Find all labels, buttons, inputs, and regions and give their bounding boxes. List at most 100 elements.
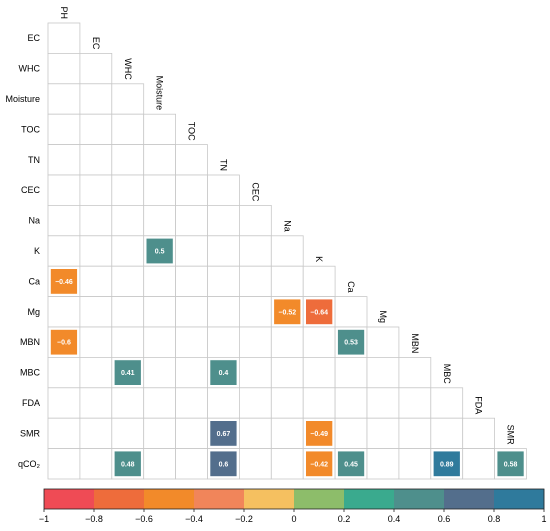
grid-cell xyxy=(143,113,176,145)
grid-cell xyxy=(398,387,432,419)
colorbar-tick-label: −0.2 xyxy=(235,514,253,524)
grid-cell xyxy=(143,204,176,237)
colorbar-tick-label: 0 xyxy=(291,514,296,524)
heatmap-cell xyxy=(114,359,142,386)
grid-cell xyxy=(175,265,208,298)
colorbar-bin xyxy=(394,489,445,509)
row-label-na: Na xyxy=(28,216,40,226)
grid-cell xyxy=(175,356,208,389)
grid-cell xyxy=(111,296,145,328)
grid-cell xyxy=(175,417,208,450)
grid-cell xyxy=(270,387,304,419)
grid-cell xyxy=(79,387,113,419)
grid-cell xyxy=(143,448,176,480)
grid-cell xyxy=(334,356,368,389)
column-label-fda: FDA xyxy=(474,396,484,414)
heatmap-cell xyxy=(305,450,333,477)
grid-cell xyxy=(398,417,432,450)
column-label-mg: Mg xyxy=(378,310,388,323)
grid-cell xyxy=(207,265,240,298)
grid-cell xyxy=(79,174,113,206)
grid-cell xyxy=(111,83,145,115)
heatmap-cell xyxy=(145,238,174,265)
column-label-k: K xyxy=(314,256,324,262)
grid-cell xyxy=(175,296,208,328)
heatmap-cell xyxy=(209,450,238,477)
cell-value-label: −0.64 xyxy=(310,309,328,316)
grid-cell xyxy=(366,448,400,480)
heatmap-cell xyxy=(114,450,142,477)
grid-cell xyxy=(462,417,496,450)
row-label-cec: CEC xyxy=(21,185,41,195)
colorbar-bin xyxy=(294,489,345,509)
grid-cell xyxy=(398,356,432,389)
heatmap-cell xyxy=(273,298,301,325)
cell-value-label: 0.45 xyxy=(344,461,358,468)
heatmap-cell xyxy=(50,268,78,295)
heatmap-grid xyxy=(47,22,527,480)
cell-value-label: 0.48 xyxy=(121,461,135,468)
grid-cell xyxy=(270,417,304,450)
grid-cell xyxy=(238,417,272,450)
grid-cell xyxy=(111,265,145,298)
cell-value-label: 0.6 xyxy=(219,461,229,468)
grid-cell xyxy=(207,174,240,206)
heatmap-cells: 0.5 −0.46 −0.52 −0.64 −0.6 0.53 0.41 0.4 0.67 −0.… xyxy=(50,238,525,477)
cell-value-label: 0.4 xyxy=(219,370,229,377)
grid-cell xyxy=(79,265,113,298)
row-label-mbn: MBN xyxy=(20,337,40,347)
grid-cell xyxy=(207,387,240,419)
row-label-mbc: MBC xyxy=(20,368,41,378)
grid-cell xyxy=(238,296,272,328)
grid-cell xyxy=(238,235,272,267)
grid-cell xyxy=(270,356,304,389)
row-label-fda: FDA xyxy=(22,398,40,408)
column-label-smr: SMR xyxy=(506,425,516,446)
heatmap-cell xyxy=(209,359,238,386)
grid-cell xyxy=(143,144,176,176)
column-label-ec: EC xyxy=(91,37,101,50)
grid-cell xyxy=(238,448,272,480)
grid-cell xyxy=(270,326,304,358)
colorbar-tick-label: −1 xyxy=(39,514,49,524)
grid-cell xyxy=(302,326,336,358)
cell-value-label: 0.41 xyxy=(121,370,135,377)
grid-cell xyxy=(79,235,113,267)
row-label-ec: EC xyxy=(27,33,40,43)
grid-cell xyxy=(47,235,81,267)
grid-cell xyxy=(47,113,81,145)
grid-cell xyxy=(207,204,240,237)
colorbar-tick-label: 0.2 xyxy=(338,514,351,524)
grid-cell xyxy=(366,387,400,419)
grid-cell xyxy=(47,387,81,419)
grid-cell xyxy=(79,356,113,389)
cell-value-label: −0.6 xyxy=(57,340,71,347)
grid-cell xyxy=(143,174,176,206)
cell-value-label: −0.46 xyxy=(55,279,73,286)
grid-cell xyxy=(47,83,81,115)
heatmap-cell xyxy=(432,450,461,477)
cell-value-label: −0.49 xyxy=(310,431,328,438)
grid-cell xyxy=(334,387,368,419)
grid-cell xyxy=(143,326,176,358)
colorbar-tick-label: 1 xyxy=(541,514,546,524)
grid-cell xyxy=(143,296,176,328)
grid-cell xyxy=(79,144,113,176)
heatmap-cell xyxy=(496,450,525,477)
grid-cell xyxy=(366,356,400,389)
grid-cell xyxy=(143,417,176,450)
grid-cell xyxy=(302,265,336,298)
cell-value-label: 0.5 xyxy=(155,249,165,256)
column-labels: PH EC WHC Moisture TOC TN CEC Na K Ca Mg MBN MBC FDA S… xyxy=(59,6,516,445)
grid-cell xyxy=(47,356,81,389)
grid-cell xyxy=(79,448,113,480)
cell-value-label: 0.58 xyxy=(504,461,518,468)
grid-cell xyxy=(430,417,464,450)
grid-cell xyxy=(238,204,272,237)
grid-cell xyxy=(79,417,113,450)
grid-cell xyxy=(79,296,113,328)
grid-cell xyxy=(111,174,145,206)
column-label-ph: PH xyxy=(59,6,69,19)
grid-cell xyxy=(111,417,145,450)
cell-value-label: 0.67 xyxy=(217,431,231,438)
